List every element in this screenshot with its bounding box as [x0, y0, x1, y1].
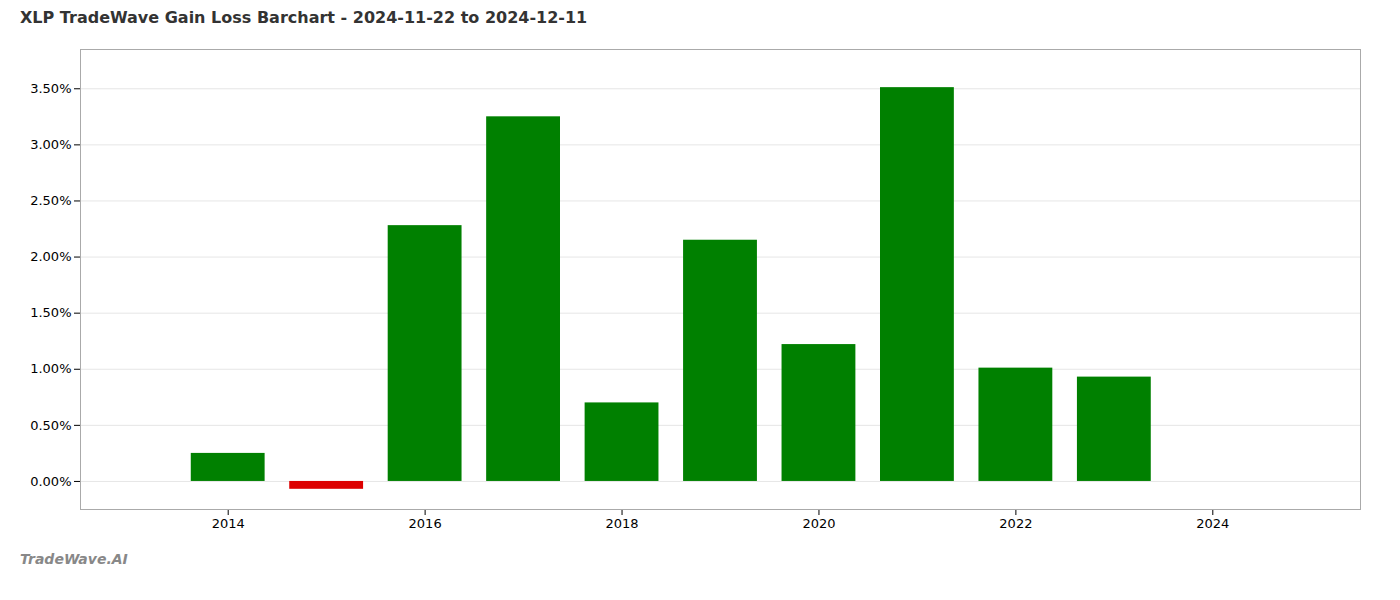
svg-text:2022: 2022	[999, 516, 1032, 531]
svg-text:2018: 2018	[605, 516, 638, 531]
html-text:XLP TradeWave Gain Loss Barcha: XLP TradeWave Gain Loss Barchart - 2024-…	[20, 8, 588, 27]
svg-text:0.50%: 0.50%	[30, 418, 71, 433]
svg-text:2024: 2024	[1196, 516, 1229, 531]
html-text:TradeWave.AI: TradeWave.AI	[20, 551, 128, 567]
svg-text:2016: 2016	[409, 516, 442, 531]
svg-text:2.00%: 2.00%	[30, 249, 71, 264]
svg-text:1.00%: 1.00%	[30, 361, 71, 376]
svg-text:0.00%: 0.00%	[30, 474, 71, 489]
svg-text:3.00%: 3.00%	[30, 137, 71, 152]
svg-text:1.50%: 1.50%	[30, 305, 71, 320]
svg-text:2.50%: 2.50%	[30, 193, 71, 208]
svg-text:3.50%: 3.50%	[30, 81, 71, 96]
svg-text:2020: 2020	[802, 516, 835, 531]
svg-text:2014: 2014	[212, 516, 245, 531]
